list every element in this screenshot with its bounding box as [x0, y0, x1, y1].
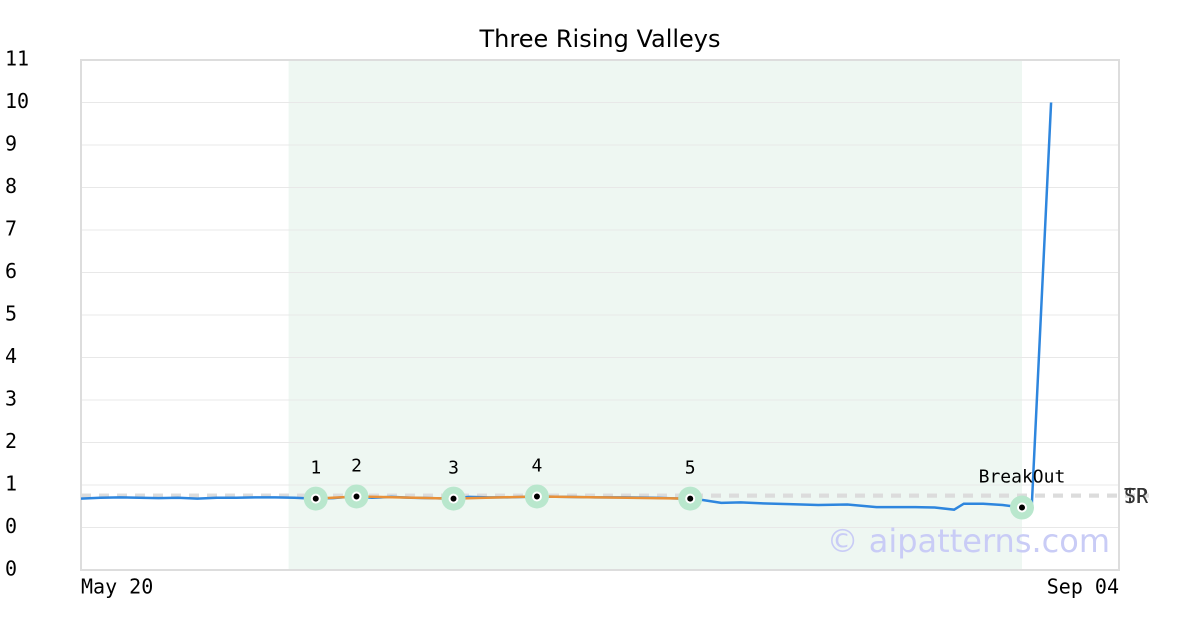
valley-point-label: 5 [685, 458, 696, 479]
y-tick-label: 11 [5, 47, 29, 71]
y-tick-label: 0 [5, 557, 17, 581]
valley-point [685, 493, 696, 504]
valley-point [310, 493, 321, 504]
y-tick-label: 2 [5, 429, 17, 453]
valley-point [531, 491, 542, 502]
valley-point [448, 493, 459, 504]
level-label: SR [1124, 484, 1149, 508]
watermark: © aipatterns.com [827, 522, 1110, 560]
y-tick-label: 6 [5, 259, 17, 283]
y-tick-label: 8 [5, 174, 17, 198]
breakout-point-label: BreakOut [979, 467, 1066, 488]
y-tick-label: 5 [5, 302, 17, 326]
y-tick-label: 4 [5, 344, 17, 368]
y-tick-label: 10 [5, 89, 29, 113]
x-tick-label: May 20 [81, 575, 153, 599]
valley-point-label: 4 [532, 455, 543, 476]
y-tick-label: 0 [5, 514, 17, 538]
valley-point [351, 491, 362, 502]
y-tick-label: 7 [5, 217, 17, 241]
valley-point-label: 2 [351, 455, 362, 476]
y-tick-label: 9 [5, 132, 17, 156]
chart-title: Three Rising Valleys [478, 25, 720, 53]
y-tick-label: 1 [5, 472, 17, 496]
plot-frame [80, 59, 1120, 571]
breakout-point [1016, 502, 1027, 513]
valley-point-label: 3 [448, 458, 459, 479]
y-tick-label: 3 [5, 387, 17, 411]
x-tick-label: Sep 04 [1047, 575, 1119, 599]
valley-point-label: 1 [310, 458, 321, 479]
